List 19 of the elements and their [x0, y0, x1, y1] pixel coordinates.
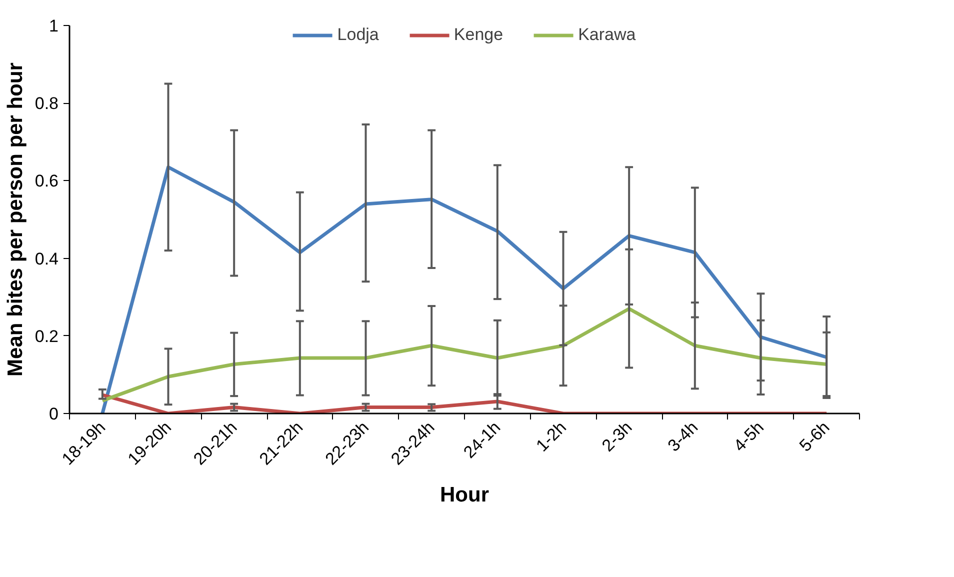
x-tick-label: 3-4h — [664, 418, 702, 456]
x-tick-label: 2-3h — [598, 418, 636, 456]
y-tick-label: 0.8 — [34, 94, 59, 114]
x-tick-label: 4-5h — [730, 418, 768, 456]
y-tick-label: 0.2 — [34, 326, 59, 346]
x-tick-label: 5-6h — [796, 418, 834, 456]
y-axis-title: Mean bites per person per hour — [4, 62, 27, 376]
legend-label: Lodja — [337, 25, 379, 45]
y-tick-label: 0 — [49, 404, 59, 424]
x-axis-title: Hour — [440, 483, 490, 506]
line-series — [100, 393, 828, 414]
x-tick-label: 1-2h — [532, 418, 570, 456]
y-tick-label: 1 — [49, 16, 59, 36]
legend-label: Karawa — [578, 25, 636, 45]
line-series — [100, 306, 828, 402]
y-tick-label: 0.4 — [34, 249, 59, 268]
y-tick-label: 0.6 — [34, 172, 59, 191]
line-series — [100, 165, 828, 414]
legend-label: Kenge — [454, 25, 504, 45]
